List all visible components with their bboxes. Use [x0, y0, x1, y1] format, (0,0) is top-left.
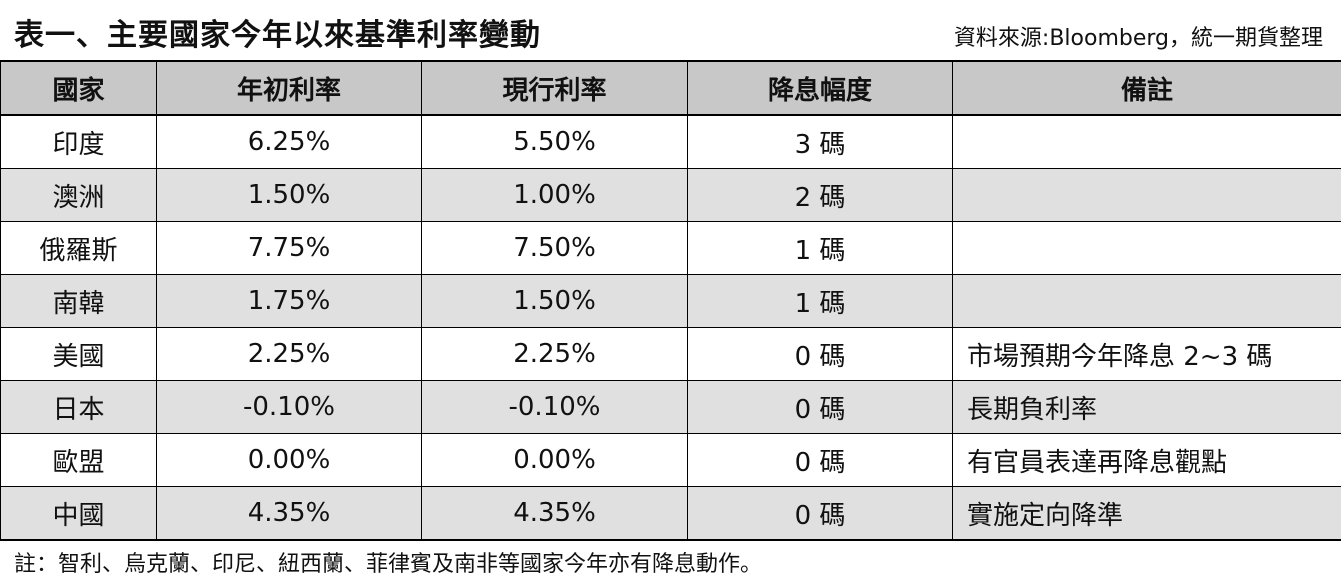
- cell-start-rate: 0.00%: [156, 433, 422, 487]
- cell-current-rate: 5.50%: [421, 114, 688, 169]
- footnote: 註：智利、烏克蘭、印尼、紐西蘭、菲律賓及南非等國家今年亦有降息動作。: [14, 552, 763, 577]
- cell-cut-size: 1 碼: [687, 274, 953, 328]
- source-note: 資料來源:Bloomberg，統一期貨整理: [953, 26, 1323, 51]
- cell-start-rate: -0.10%: [156, 380, 422, 434]
- cell-current-rate: 2.25%: [421, 327, 688, 381]
- table-row: 南韓 1.75% 1.50% 1 碼: [0, 274, 1341, 328]
- cell-start-rate: 2.25%: [156, 327, 422, 381]
- table-header-row: 國家 年初利率 現行利率 降息幅度 備註: [0, 60, 1341, 116]
- table-row: 日本 -0.10% -0.10% 0 碼 長期負利率: [0, 380, 1341, 434]
- cell-remarks: 長期負利率: [952, 380, 1341, 434]
- header-remarks: 備註: [952, 60, 1341, 116]
- cell-start-rate: 1.50%: [156, 168, 422, 222]
- cell-cut-size: 2 碼: [687, 168, 953, 222]
- cell-country: 澳洲: [0, 168, 157, 222]
- cell-country: 印度: [0, 114, 157, 169]
- cell-start-rate: 7.75%: [156, 221, 422, 275]
- cell-remarks: [952, 274, 1341, 328]
- header-start-rate: 年初利率: [156, 60, 422, 116]
- cell-remarks: 實施定向降準: [952, 486, 1341, 541]
- cell-start-rate: 1.75%: [156, 274, 422, 328]
- table-row: 印度 6.25% 5.50% 3 碼: [0, 114, 1341, 169]
- cell-country: 日本: [0, 380, 157, 434]
- table-row: 俄羅斯 7.75% 7.50% 1 碼: [0, 221, 1341, 275]
- cell-country: 俄羅斯: [0, 221, 157, 275]
- cell-remarks: 市場預期今年降息 2~3 碼: [952, 327, 1341, 381]
- cell-cut-size: 0 碼: [687, 327, 953, 381]
- cell-country: 中國: [0, 486, 157, 541]
- table-row: 澳洲 1.50% 1.00% 2 碼: [0, 168, 1341, 222]
- cell-start-rate: 6.25%: [156, 114, 422, 169]
- table-row: 美國 2.25% 2.25% 0 碼 市場預期今年降息 2~3 碼: [0, 327, 1341, 381]
- interest-rate-table: 國家 年初利率 現行利率 降息幅度 備註 印度 6.25% 5.50% 3 碼 …: [0, 60, 1341, 541]
- cell-current-rate: 0.00%: [421, 433, 688, 487]
- table-row: 中國 4.35% 4.35% 0 碼 實施定向降準: [0, 486, 1341, 541]
- cell-current-rate: 4.35%: [421, 486, 688, 541]
- cell-cut-size: 1 碼: [687, 221, 953, 275]
- table-title: 表一、主要國家今年以來基準利率變動: [14, 18, 541, 53]
- cell-country: 歐盟: [0, 433, 157, 487]
- cell-remarks: [952, 114, 1341, 169]
- header-current-rate: 現行利率: [421, 60, 688, 116]
- cell-start-rate: 4.35%: [156, 486, 422, 541]
- cell-current-rate: 1.50%: [421, 274, 688, 328]
- cell-remarks: 有官員表達再降息觀點: [952, 433, 1341, 487]
- cell-current-rate: 1.00%: [421, 168, 688, 222]
- header-cut-size: 降息幅度: [687, 60, 953, 116]
- cell-cut-size: 0 碼: [687, 486, 953, 541]
- cell-cut-size: 3 碼: [687, 114, 953, 169]
- cell-current-rate: -0.10%: [421, 380, 688, 434]
- table-row: 歐盟 0.00% 0.00% 0 碼 有官員表達再降息觀點: [0, 433, 1341, 487]
- cell-cut-size: 0 碼: [687, 380, 953, 434]
- cell-remarks: [952, 221, 1341, 275]
- cell-current-rate: 7.50%: [421, 221, 688, 275]
- cell-remarks: [952, 168, 1341, 222]
- cell-country: 南韓: [0, 274, 157, 328]
- cell-country: 美國: [0, 327, 157, 381]
- cell-cut-size: 0 碼: [687, 433, 953, 487]
- header-country: 國家: [0, 60, 157, 116]
